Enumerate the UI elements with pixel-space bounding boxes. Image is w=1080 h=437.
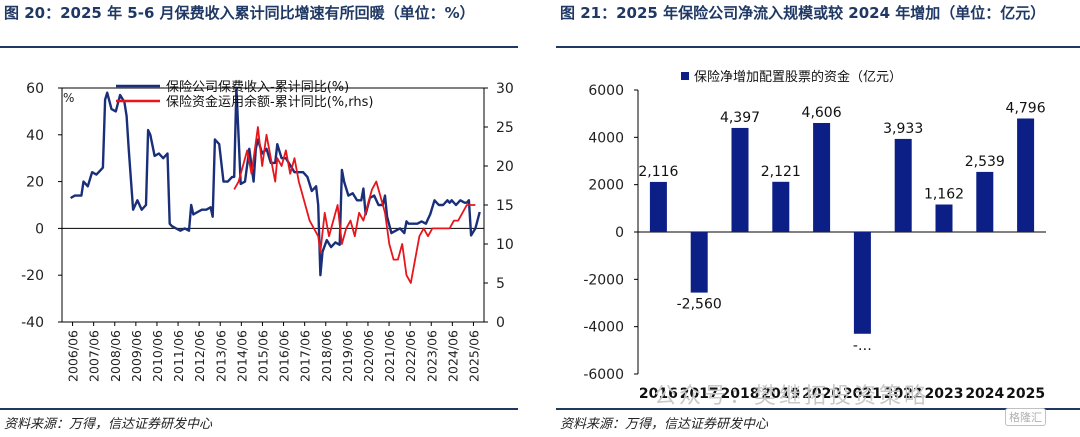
bar [731, 127, 749, 232]
legend-label: 保险资金运用余额-累计同比(%,rhs) [166, 94, 373, 110]
right-chart-title: 图 21：2025 年保险公司净流入规模或较 2024 年增加（单位：亿元） [560, 4, 1046, 22]
right-bar-chart: 6000 4000 2000 0 -2000 -4000 -6000 保险净增加配置股票的资金… [583, 69, 1046, 402]
y-tick-label: 2000 [588, 178, 624, 194]
x-tick-label: 2019/06 [340, 330, 355, 382]
x-tick-label: 2024/06 [445, 330, 460, 382]
premium-growth-line [70, 86, 481, 277]
y-left-tick-label: 20 [26, 175, 44, 191]
bar [813, 122, 831, 232]
y-right-tick-label: 20 [496, 159, 514, 175]
bar [894, 138, 912, 232]
x-tick-label: 2008/06 [108, 330, 123, 382]
y-right-tick-label: 25 [496, 120, 514, 136]
bar [853, 232, 871, 334]
right-source-rule [556, 408, 1080, 410]
y-left-tick-label: 60 [26, 81, 44, 97]
x-tick-label: 2017 [680, 386, 719, 402]
x-tick-label: 2017/06 [298, 330, 313, 382]
y-unit-label: % [63, 91, 74, 105]
left-title-rule [0, 46, 518, 48]
y-right-tick-label: 0 [496, 315, 505, 331]
plot-frame [61, 87, 485, 323]
bar [935, 204, 953, 232]
x-tick-label: 2019 [761, 386, 800, 402]
x-tick-label: 2021 [843, 386, 882, 402]
left-panel: 图 20：2025 年 5-6 月保费收入累计同比增速有所回暖（单位：%） 60… [0, 0, 518, 437]
x-tick-label: 2016/06 [277, 330, 292, 382]
y-right-tick-label: 15 [496, 198, 514, 214]
x-tick-label: 2016 [639, 386, 678, 402]
bar-value-label: 4,796 [1006, 100, 1046, 116]
x-tick-label: 2010/06 [150, 330, 165, 382]
bar-value-label: 4,397 [720, 110, 760, 126]
bar [976, 171, 994, 232]
y-right-tick-label: 10 [496, 237, 514, 253]
bar-value-label: 4,606 [802, 105, 842, 121]
y-left-tick-label: 0 [35, 221, 44, 237]
y-left-tick-label: -40 [21, 315, 44, 331]
y-right-tick-label: 5 [496, 276, 505, 292]
x-tick-label: 2006/06 [66, 330, 81, 382]
bar [772, 181, 790, 232]
x-tick-label: 2024 [965, 386, 1004, 402]
y-tick-label: -4000 [583, 320, 624, 336]
bar-value-label: 3,933 [883, 121, 923, 137]
x-tick-label: 2013/06 [213, 330, 228, 382]
bar-value-label: 2,539 [965, 154, 1005, 170]
y-tick-label: 4000 [588, 130, 624, 146]
y-right-tick-label: 30 [496, 81, 514, 97]
x-tick-label: 2007/06 [87, 330, 102, 382]
x-tick-label: 2020 [802, 386, 841, 402]
bar [1017, 118, 1035, 232]
x-tick-label: 2021/06 [382, 330, 397, 382]
left-source-note: 资料来源：万得，信达证券研发中心 [4, 417, 213, 432]
bar [690, 232, 708, 293]
left-line-chart: 60 40 20 0 -20 -40% 30 25 20 15 10 5 0 2006/06 2007/06… [21, 80, 514, 382]
x-tick-label: 2015/06 [255, 330, 270, 382]
right-source-note: 资料来源：万得，信达证券研发中心 [560, 417, 769, 432]
bar-value-label: -… [853, 338, 872, 354]
bar-value-label: 2,116 [638, 164, 678, 180]
legend-label: 保险净增加配置股票的资金（亿元） [694, 69, 902, 85]
y-left-tick-label: -20 [21, 268, 44, 284]
y-tick-label: -2000 [583, 272, 624, 288]
left-source-rule [0, 408, 518, 410]
bar-value-label: -2,560 [677, 297, 722, 313]
y-left-tick-label: 40 [26, 128, 44, 144]
bar-value-label: 1,162 [924, 186, 964, 202]
x-tick-label: 2018 [721, 386, 760, 402]
right-title-rule [556, 46, 1080, 48]
x-tick-label: 2023/06 [424, 330, 439, 382]
watermark-logo: 格隆汇 [1005, 408, 1046, 426]
legend-label: 保险公司保费收入-累计同比(%) [166, 80, 349, 95]
x-tick-label: 2025/06 [466, 330, 481, 382]
legend-swatch [681, 72, 689, 80]
x-tick-label: 2018/06 [319, 330, 334, 382]
right-panel: 图 21：2025 年保险公司净流入规模或较 2024 年增加（单位：亿元） 6… [556, 0, 1080, 437]
fund-balance-line [233, 126, 476, 284]
x-tick-label: 2022 [884, 386, 923, 402]
y-tick-label: -6000 [583, 367, 624, 383]
watermark-text: 公众号：樊继拓投资策略 [654, 384, 930, 409]
bar-value-label: 2,121 [761, 164, 801, 180]
x-tick-label: 2020/06 [361, 330, 376, 382]
x-tick-label: 2012/06 [192, 330, 207, 382]
y-tick-label: 6000 [588, 83, 624, 99]
x-tick-label: 2011/06 [171, 330, 186, 382]
left-chart-title: 图 20：2025 年 5-6 月保费收入累计同比增速有所回暖（单位：%） [4, 4, 475, 22]
x-tick-label: 2022/06 [403, 330, 418, 382]
x-tick-label: 2014/06 [234, 330, 249, 382]
y-tick-label: 0 [615, 225, 624, 241]
x-tick-label: 2025 [1006, 386, 1045, 402]
bar [649, 181, 667, 232]
x-tick-label: 2023 [925, 386, 964, 402]
x-tick-label: 2009/06 [129, 330, 144, 382]
